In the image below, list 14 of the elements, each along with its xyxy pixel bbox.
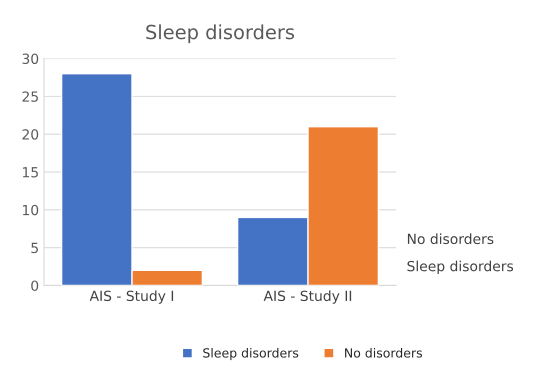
y-tick-label: 25 xyxy=(22,91,38,102)
y-tick-label: 10 xyxy=(22,204,38,216)
y-tick-label: 5 xyxy=(31,242,38,254)
x-tick-label: AIS - Study I xyxy=(90,290,174,304)
y-tick-label: 0 xyxy=(31,280,38,291)
y-tick-label: 20 xyxy=(22,129,38,140)
legend-label: No disorders xyxy=(345,348,422,358)
text: Sleep disorders xyxy=(407,260,514,274)
chart-title: Sleep disorders xyxy=(146,24,294,44)
y-tick-label: 30 xyxy=(22,54,38,64)
text: No disorders xyxy=(408,233,494,244)
x-tick-label: AIS - Study II xyxy=(264,290,352,304)
y-tick-label: 15 xyxy=(22,167,38,178)
legend-label: Sleep disorders xyxy=(203,348,298,360)
